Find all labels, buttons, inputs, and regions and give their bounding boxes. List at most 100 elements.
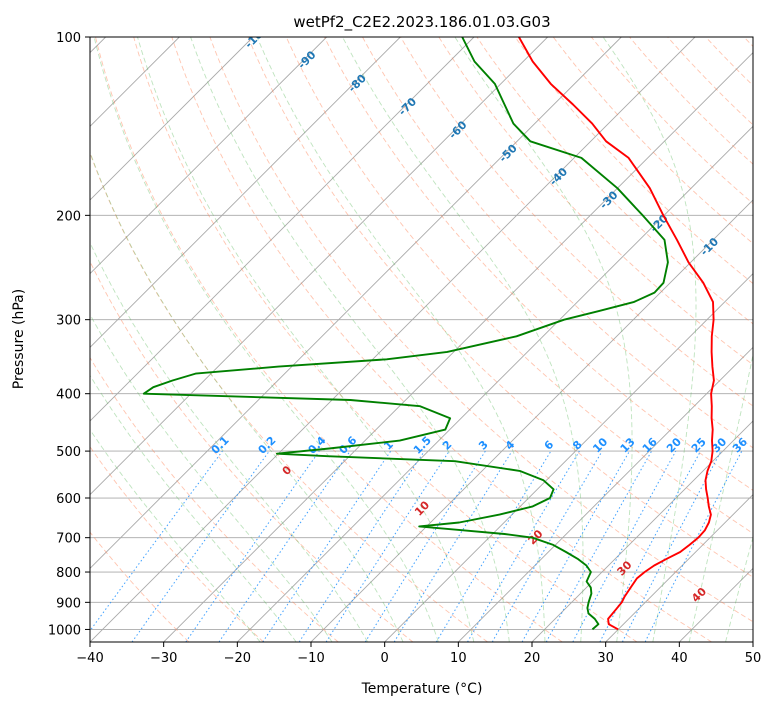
y-tick-label: 900 bbox=[56, 596, 81, 611]
y-tick-label: 1000 bbox=[48, 623, 81, 638]
x-tick-label: −20 bbox=[224, 651, 251, 666]
sounding-profiles bbox=[142, 37, 715, 631]
dewpoint-profile-line bbox=[142, 37, 669, 631]
mixing-ratio-line bbox=[131, 450, 270, 642]
dry-adiabat-label: -40 bbox=[547, 165, 570, 188]
mixing-ratio-line bbox=[364, 450, 486, 642]
x-tick-label: 10 bbox=[450, 651, 467, 666]
mixing-ratio-line bbox=[298, 450, 425, 642]
isotherm-line bbox=[90, 37, 327, 275]
moist-adiabat-line bbox=[342, 37, 584, 642]
plot-frame bbox=[89, 36, 754, 643]
y-tick-label: 600 bbox=[56, 492, 81, 507]
mixing-ratio-line bbox=[262, 450, 392, 642]
mixing-ratio-label: 1 bbox=[381, 438, 396, 453]
isotherm-line bbox=[384, 273, 753, 642]
x-tick-label: −30 bbox=[150, 651, 177, 666]
isotherm-line bbox=[458, 346, 753, 642]
dry-adiabat-label: -80 bbox=[346, 71, 369, 94]
isotherm-line bbox=[90, 37, 401, 348]
moist-adiabat-line bbox=[90, 241, 368, 642]
dry-adiabat-line bbox=[362, 37, 753, 449]
mixing-ratio-label: 20 bbox=[664, 435, 684, 455]
moist-adiabat-line bbox=[90, 428, 261, 642]
dry-adiabat-line bbox=[590, 37, 753, 205]
dry-adiabat-line bbox=[90, 151, 488, 642]
dry-adiabat-line bbox=[90, 260, 414, 642]
mixing-ratio-line bbox=[491, 450, 603, 642]
mixing-ratio-label: 8 bbox=[570, 438, 585, 453]
dry-adiabat-line bbox=[90, 356, 339, 642]
dry-adiabat-label: -90 bbox=[295, 48, 318, 71]
mixing-ratio-label: 0.2 bbox=[256, 434, 279, 457]
moist-adiabat-line bbox=[256, 37, 546, 642]
isobar-grid bbox=[90, 37, 753, 630]
dry-adiabat-line bbox=[476, 37, 753, 325]
moist-adiabat-line bbox=[725, 535, 753, 642]
dry-adiabat-line bbox=[133, 37, 638, 642]
moist-adiabat-line bbox=[90, 374, 297, 642]
dry-adiabat-line bbox=[552, 37, 753, 245]
dry-adiabat-line bbox=[171, 37, 712, 642]
isotherm-line bbox=[237, 125, 753, 642]
y-tick-label: 800 bbox=[56, 566, 81, 581]
x-axis-ticks: −40 −30 −20 −10 0 10 20 30 40 50 bbox=[76, 642, 761, 666]
dry-adiabat-label: -30 bbox=[597, 188, 620, 211]
moist-adiabat-line bbox=[90, 150, 404, 642]
mixing-ratio-line bbox=[521, 450, 630, 642]
temperature-profile-line bbox=[518, 37, 715, 631]
isotherm-line bbox=[679, 567, 753, 642]
mixing-ratio-line bbox=[325, 450, 450, 642]
isotherm-line bbox=[90, 37, 696, 642]
dry-adiabat-label: -70 bbox=[396, 95, 419, 118]
dry-adiabat-line bbox=[323, 37, 753, 491]
moist-adiabat-line bbox=[602, 37, 697, 642]
dry-adiabat-label: -50 bbox=[497, 142, 520, 165]
mixing-ratio-line bbox=[572, 450, 677, 642]
dry-adiabat-line bbox=[514, 37, 753, 285]
dry-adiabat-label: -60 bbox=[446, 118, 469, 141]
y-tick-label: 200 bbox=[56, 209, 81, 224]
dry-adiabat-line bbox=[209, 37, 753, 623]
isotherm-line bbox=[163, 52, 753, 642]
isotherm-line bbox=[90, 37, 622, 569]
isotherm-grid bbox=[90, 37, 753, 642]
isotherm-line bbox=[90, 37, 254, 201]
y-axis-ticks: 100 200 300 400 500 600 700 800 900 1000 bbox=[48, 31, 90, 638]
mixing-ratio-label: 2 bbox=[440, 438, 455, 453]
x-axis-label: Temperature (°C) bbox=[361, 681, 483, 697]
mixing-ratio-line bbox=[90, 450, 223, 632]
isotherm-line bbox=[531, 420, 753, 642]
y-tick-label: 100 bbox=[56, 31, 81, 46]
mixing-ratio-line bbox=[393, 450, 513, 642]
y-tick-label: 400 bbox=[56, 388, 81, 403]
dry-adiabat-label: -10 bbox=[698, 235, 721, 258]
isotherm-line bbox=[90, 37, 475, 422]
y-tick-label: 700 bbox=[56, 532, 81, 547]
dry-adiabat-line bbox=[247, 37, 753, 578]
dry-adiabats bbox=[90, 37, 753, 642]
dry-adiabat-line bbox=[400, 37, 753, 407]
isotherm-line bbox=[752, 641, 753, 642]
chart-title: wetPf2_C2E2.2023.186.01.03.G03 bbox=[293, 13, 550, 32]
x-tick-label: 40 bbox=[671, 651, 688, 666]
mixing-ratio-line bbox=[467, 450, 580, 642]
x-tick-label: 20 bbox=[524, 651, 541, 666]
x-tick-label: −10 bbox=[297, 651, 324, 666]
x-tick-label: −40 bbox=[76, 651, 103, 666]
x-tick-label: 30 bbox=[597, 651, 614, 666]
x-tick-label: 0 bbox=[381, 651, 389, 666]
mixing-ratio-line bbox=[599, 450, 701, 642]
y-tick-label: 500 bbox=[56, 445, 81, 460]
dry-adiabat-line bbox=[438, 37, 753, 366]
mixing-ratio-label: 25 bbox=[689, 435, 709, 455]
dry-adiabat-line bbox=[667, 37, 753, 126]
moist-adiabat-label: 10 bbox=[412, 498, 432, 518]
mixing-ratio-label: 13 bbox=[618, 435, 638, 455]
mixing-ratio-label: 36 bbox=[730, 435, 750, 455]
dry-adiabat-line bbox=[95, 37, 563, 642]
mixing-ratio-label: 6 bbox=[542, 438, 557, 453]
mixing-ratio-line bbox=[218, 450, 351, 642]
dry-adiabat-line bbox=[743, 37, 753, 48]
